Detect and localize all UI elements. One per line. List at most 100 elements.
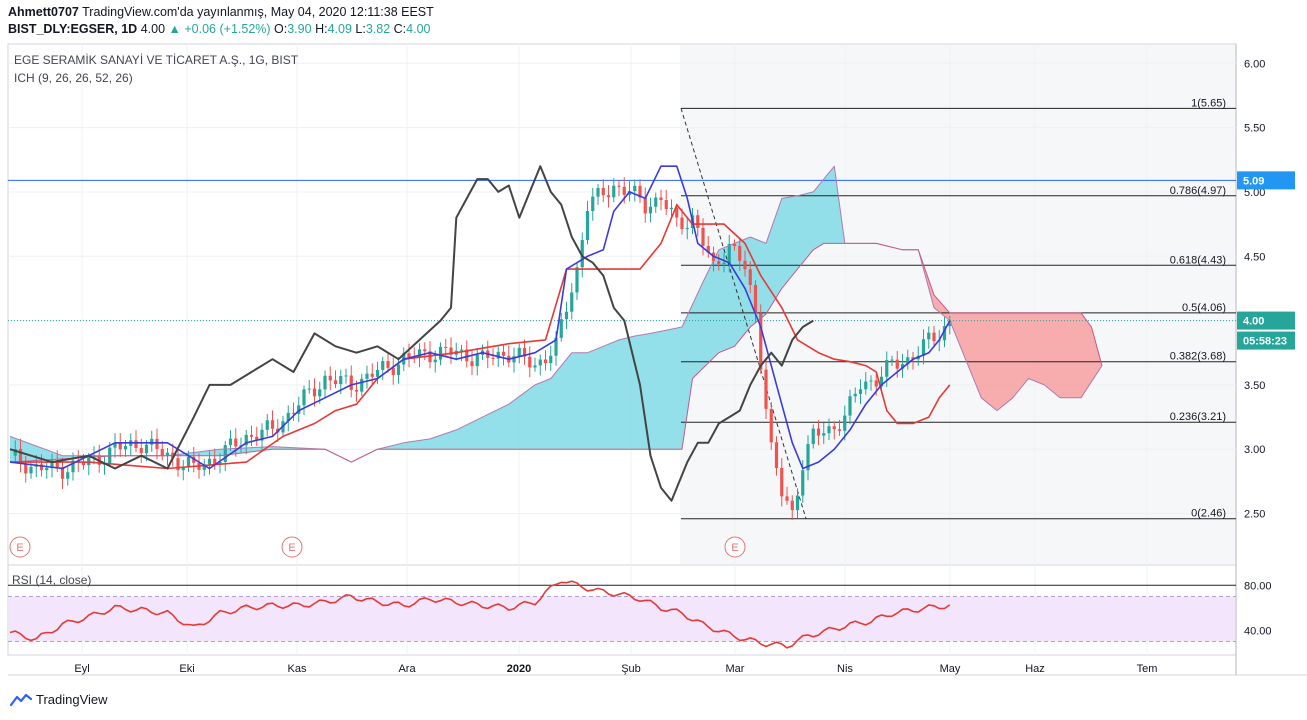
candle-body bbox=[417, 349, 422, 358]
rsi-line bbox=[9, 580, 951, 649]
price-tick-label: 3.00 bbox=[1244, 444, 1265, 456]
candle-body bbox=[139, 447, 143, 454]
last-price: 4.00 bbox=[140, 22, 166, 36]
countdown-tag-bg bbox=[1237, 331, 1295, 350]
candle-body bbox=[596, 187, 600, 197]
candle-body bbox=[811, 428, 815, 445]
candle-body bbox=[438, 346, 443, 360]
footer: TradingView bbox=[10, 692, 108, 707]
rsi-tick-label: 40.00 bbox=[1244, 625, 1272, 637]
candle-body bbox=[900, 364, 905, 369]
candle-body bbox=[554, 337, 558, 356]
candle-body bbox=[549, 355, 553, 364]
candle-body bbox=[218, 462, 222, 465]
symbol-name[interactable]: BIST_DLY:EGSER, 1D bbox=[8, 22, 138, 36]
candle-body bbox=[559, 319, 563, 338]
lagging-span bbox=[9, 165, 814, 502]
candle-body bbox=[743, 260, 747, 270]
symbol-header: BIST_DLY:EGSER, 1D 4.00 ▲ +0.06 (+1.52%)… bbox=[8, 22, 431, 36]
candle-body bbox=[696, 215, 700, 228]
candle-body bbox=[375, 369, 380, 377]
candle-body bbox=[270, 420, 275, 429]
candle-body bbox=[123, 445, 128, 450]
candle-body bbox=[165, 452, 170, 456]
event-marker-label: E bbox=[731, 542, 738, 554]
hline-price-tag-bg bbox=[1237, 171, 1295, 190]
candle-body bbox=[722, 262, 726, 264]
candle-body bbox=[349, 375, 353, 390]
price-change: +0.06 (+1.52%) bbox=[184, 22, 271, 36]
candle-body bbox=[71, 460, 75, 473]
candle-body bbox=[790, 500, 794, 511]
author-name[interactable]: Ahmett0707 bbox=[8, 5, 79, 19]
candle-body bbox=[601, 187, 605, 196]
fib-trend-line bbox=[680, 108, 807, 519]
candle-body bbox=[113, 442, 117, 448]
candle-body bbox=[659, 197, 663, 201]
candle-body bbox=[533, 365, 537, 368]
tradingview-logo-icon bbox=[10, 693, 32, 706]
candle-body bbox=[265, 420, 269, 430]
fib-level-label: 1(5.65) bbox=[1191, 97, 1226, 109]
candle-body bbox=[806, 444, 810, 471]
candle-body bbox=[680, 217, 684, 229]
candle-body bbox=[827, 426, 831, 434]
candle-body bbox=[45, 467, 49, 471]
candle-body bbox=[386, 361, 390, 368]
candle-body bbox=[538, 359, 542, 366]
fib-level-label: 0.382(3.68) bbox=[1170, 351, 1226, 363]
candle-body bbox=[785, 496, 789, 501]
up-arrow-icon: ▲ bbox=[168, 22, 181, 36]
rsi-title[interactable]: RSI (14, close) bbox=[12, 573, 92, 587]
time-tick-label: Eyl bbox=[74, 663, 89, 675]
footer-brand[interactable]: TradingView bbox=[36, 692, 108, 707]
candle-body bbox=[853, 393, 857, 397]
time-tick-label: Kas bbox=[288, 663, 307, 675]
candle-body bbox=[50, 460, 54, 468]
candle-body bbox=[13, 449, 17, 456]
last-price-tag: 4.00 bbox=[1243, 316, 1264, 328]
event-marker-icon bbox=[281, 536, 303, 558]
candle-body bbox=[948, 320, 952, 327]
candle-body bbox=[150, 438, 154, 445]
candle-body bbox=[664, 200, 668, 210]
fib-zone-background bbox=[680, 45, 1235, 564]
candle-body bbox=[66, 472, 70, 479]
candle-body bbox=[449, 347, 453, 355]
candle-body bbox=[244, 434, 248, 446]
candle-body bbox=[339, 376, 343, 385]
low-value: 3.82 bbox=[365, 22, 391, 36]
time-tick-label: Şub bbox=[621, 663, 641, 675]
publish-header: Ahmett0707 TradingView.com'da yayınlanmı… bbox=[8, 5, 434, 19]
candle-body bbox=[816, 428, 821, 436]
fib-level-label: 0.618(4.43) bbox=[1170, 254, 1226, 266]
candle-body bbox=[921, 339, 926, 356]
countdown-tag: 05:58:23 bbox=[1243, 336, 1287, 348]
ichimoku-title[interactable]: ICH (9, 26, 26, 52, 26) bbox=[14, 71, 133, 85]
last-price-tag-bg bbox=[1237, 311, 1295, 330]
candle-body bbox=[333, 380, 338, 385]
candle-body bbox=[18, 449, 23, 464]
rsi-tick-label: 80.00 bbox=[1244, 580, 1272, 592]
candle-body bbox=[286, 412, 290, 422]
candle-body bbox=[29, 466, 33, 474]
candle-body bbox=[512, 356, 516, 363]
time-tick-label: Nis bbox=[837, 663, 853, 675]
candle-body bbox=[648, 206, 653, 214]
candle-body bbox=[843, 415, 847, 431]
candle-body bbox=[822, 433, 826, 436]
candle-body bbox=[155, 438, 159, 449]
time-tick-label: Haz bbox=[1025, 663, 1045, 675]
candle-body bbox=[780, 467, 784, 497]
low-label: L: bbox=[355, 22, 366, 36]
candle-body bbox=[444, 346, 448, 348]
publish-info: TradingView.com'da yayınlanmış, May 04, … bbox=[82, 5, 434, 19]
candle-body bbox=[906, 357, 910, 365]
candle-body bbox=[638, 185, 642, 198]
price-chart[interactable]: 6.00 5.50 5.00 4.50 4.00 3.50 3.00 2.50 Eyl Eki Ka… bbox=[0, 0, 1307, 690]
candle-body bbox=[344, 375, 348, 377]
candle-body bbox=[801, 470, 805, 496]
price-tick-label: 5.00 bbox=[1244, 187, 1265, 199]
time-tick-label: Ara bbox=[398, 663, 416, 675]
candle-body bbox=[522, 347, 527, 357]
